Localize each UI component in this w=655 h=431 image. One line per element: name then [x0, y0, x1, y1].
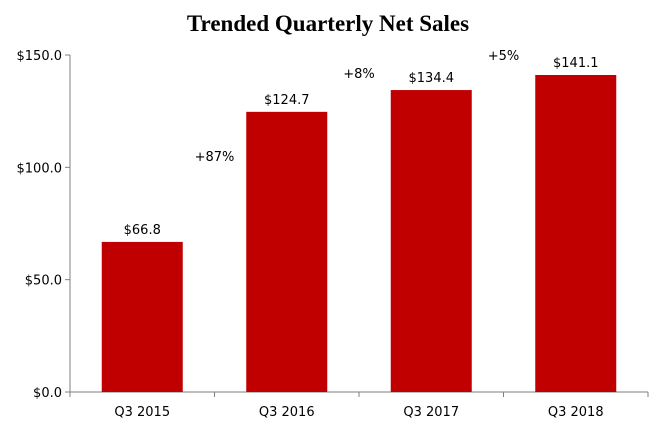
bar [390, 90, 472, 392]
growth-annotation: +87% [195, 150, 235, 165]
growth-annotation: +5% [488, 49, 520, 64]
chart-title: Trended Quarterly Net Sales [187, 11, 469, 36]
data-label: $124.7 [264, 93, 310, 108]
y-tick-label: $100.0 [17, 161, 63, 176]
x-tick-label: Q3 2017 [403, 405, 459, 420]
x-tick-label: Q3 2015 [114, 405, 170, 420]
y-tick-label: $0.0 [33, 386, 62, 401]
bar [101, 241, 183, 392]
data-label: $66.8 [124, 223, 161, 238]
bar [246, 111, 328, 392]
y-tick-label: $150.0 [17, 49, 63, 64]
plot-area: $0.0 $50.0 $100.0 $150.0 $66.8 Q3 2015 $124.7 Q… [17, 49, 649, 420]
growth-annotation: +8% [343, 67, 375, 82]
data-label: $141.1 [553, 56, 599, 71]
x-tick-label: Q3 2018 [548, 405, 604, 420]
y-tick-label: $50.0 [25, 274, 62, 289]
x-tick-label: Q3 2016 [259, 405, 315, 420]
data-label: $134.4 [409, 71, 455, 86]
bar [535, 74, 617, 392]
